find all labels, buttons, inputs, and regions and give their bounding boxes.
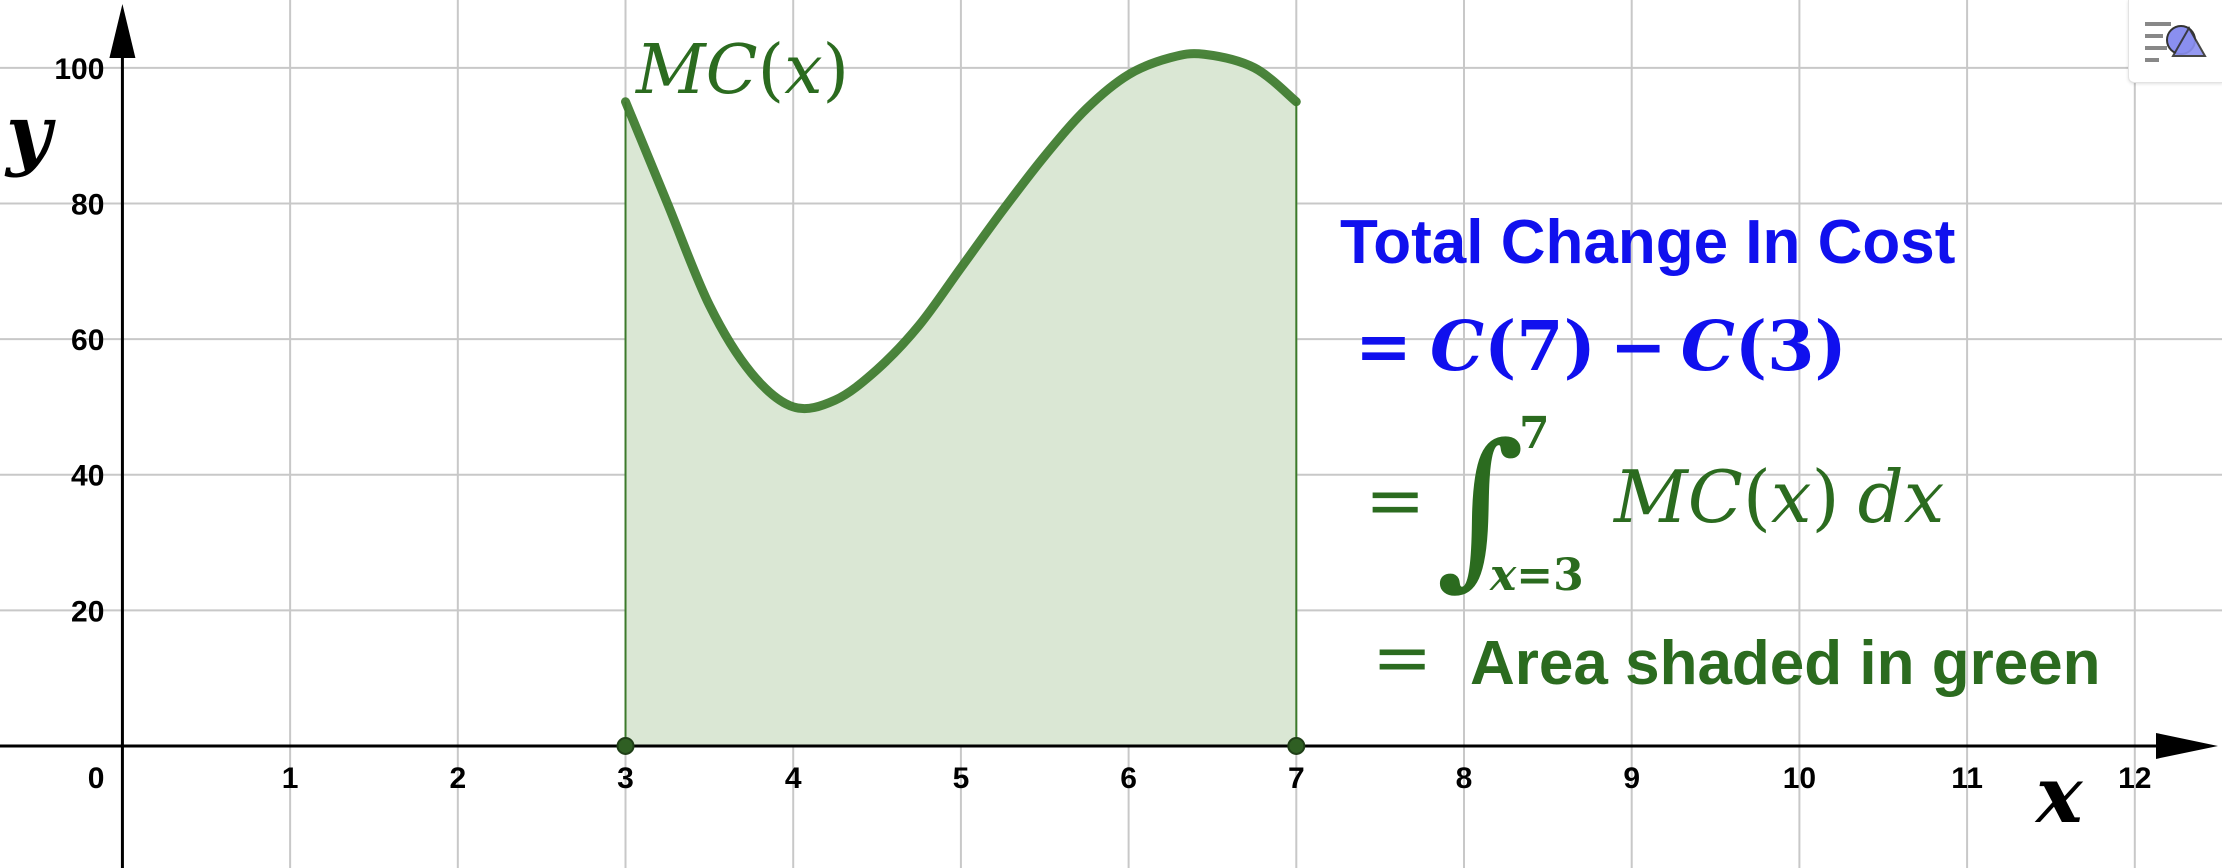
x-tick-label: 8 [1456, 762, 1473, 795]
integral-lower-limit: x=3 [1489, 550, 1584, 601]
x-tick-label: 10 [1783, 762, 1816, 795]
y-tick-label: 40 [71, 460, 104, 493]
x-tick-label: 7 [1288, 762, 1305, 795]
annotation-line-cost-difference: = C(7) − C(3) [1355, 307, 1847, 387]
integral-upper-limit: 7 [1519, 408, 1550, 459]
y-tick-label: 80 [71, 188, 104, 221]
y-tick-label: 60 [71, 324, 104, 357]
integrand: MC(x) dx [1612, 455, 1944, 539]
x-tick-label: 2 [449, 762, 466, 795]
integral-sign: ∫ [1436, 408, 1525, 606]
svg-text:=: = [1365, 458, 1425, 542]
graphics-style-button[interactable] [2128, 0, 2222, 83]
x-axis-label: x [2034, 750, 2084, 841]
endpoint[interactable] [616, 736, 635, 755]
endpoints [616, 736, 1306, 755]
x-tick-label: 12 [2118, 762, 2151, 795]
y-axis-arrow [109, 4, 136, 58]
y-tick-label: 20 [71, 595, 104, 628]
annotation-line-area: Area shaded in green [1470, 629, 2101, 698]
curve-label: MC(x) [634, 31, 849, 110]
x-tick-label: 9 [1623, 762, 1640, 795]
graphics-style-icon [2145, 22, 2207, 62]
shaded-area [625, 53, 1297, 746]
axes [0, 4, 2218, 868]
annotation-line-area-eq: = [1372, 615, 1432, 699]
annotation-title: Total Change In Cost [1340, 208, 1955, 277]
endpoint[interactable] [1287, 736, 1306, 755]
x-tick-label: 1 [282, 762, 299, 795]
x-tick-label: 4 [785, 762, 802, 795]
y-axis-label: y [4, 88, 56, 179]
x-tick-label: 3 [617, 762, 634, 795]
mc-curve[interactable] [621, 49, 1301, 414]
x-tick-label: 5 [953, 762, 970, 795]
x-tick-label: 6 [1120, 762, 1137, 795]
y-tick-label: 100 [54, 53, 104, 86]
x-axis-arrow [2156, 732, 2218, 759]
annotation-line-integral: = ∫ 7 x=3 MC(x) dx [1365, 408, 1944, 606]
x-tick-label: 11 [1951, 762, 1983, 795]
origin-label: 0 [88, 762, 105, 795]
